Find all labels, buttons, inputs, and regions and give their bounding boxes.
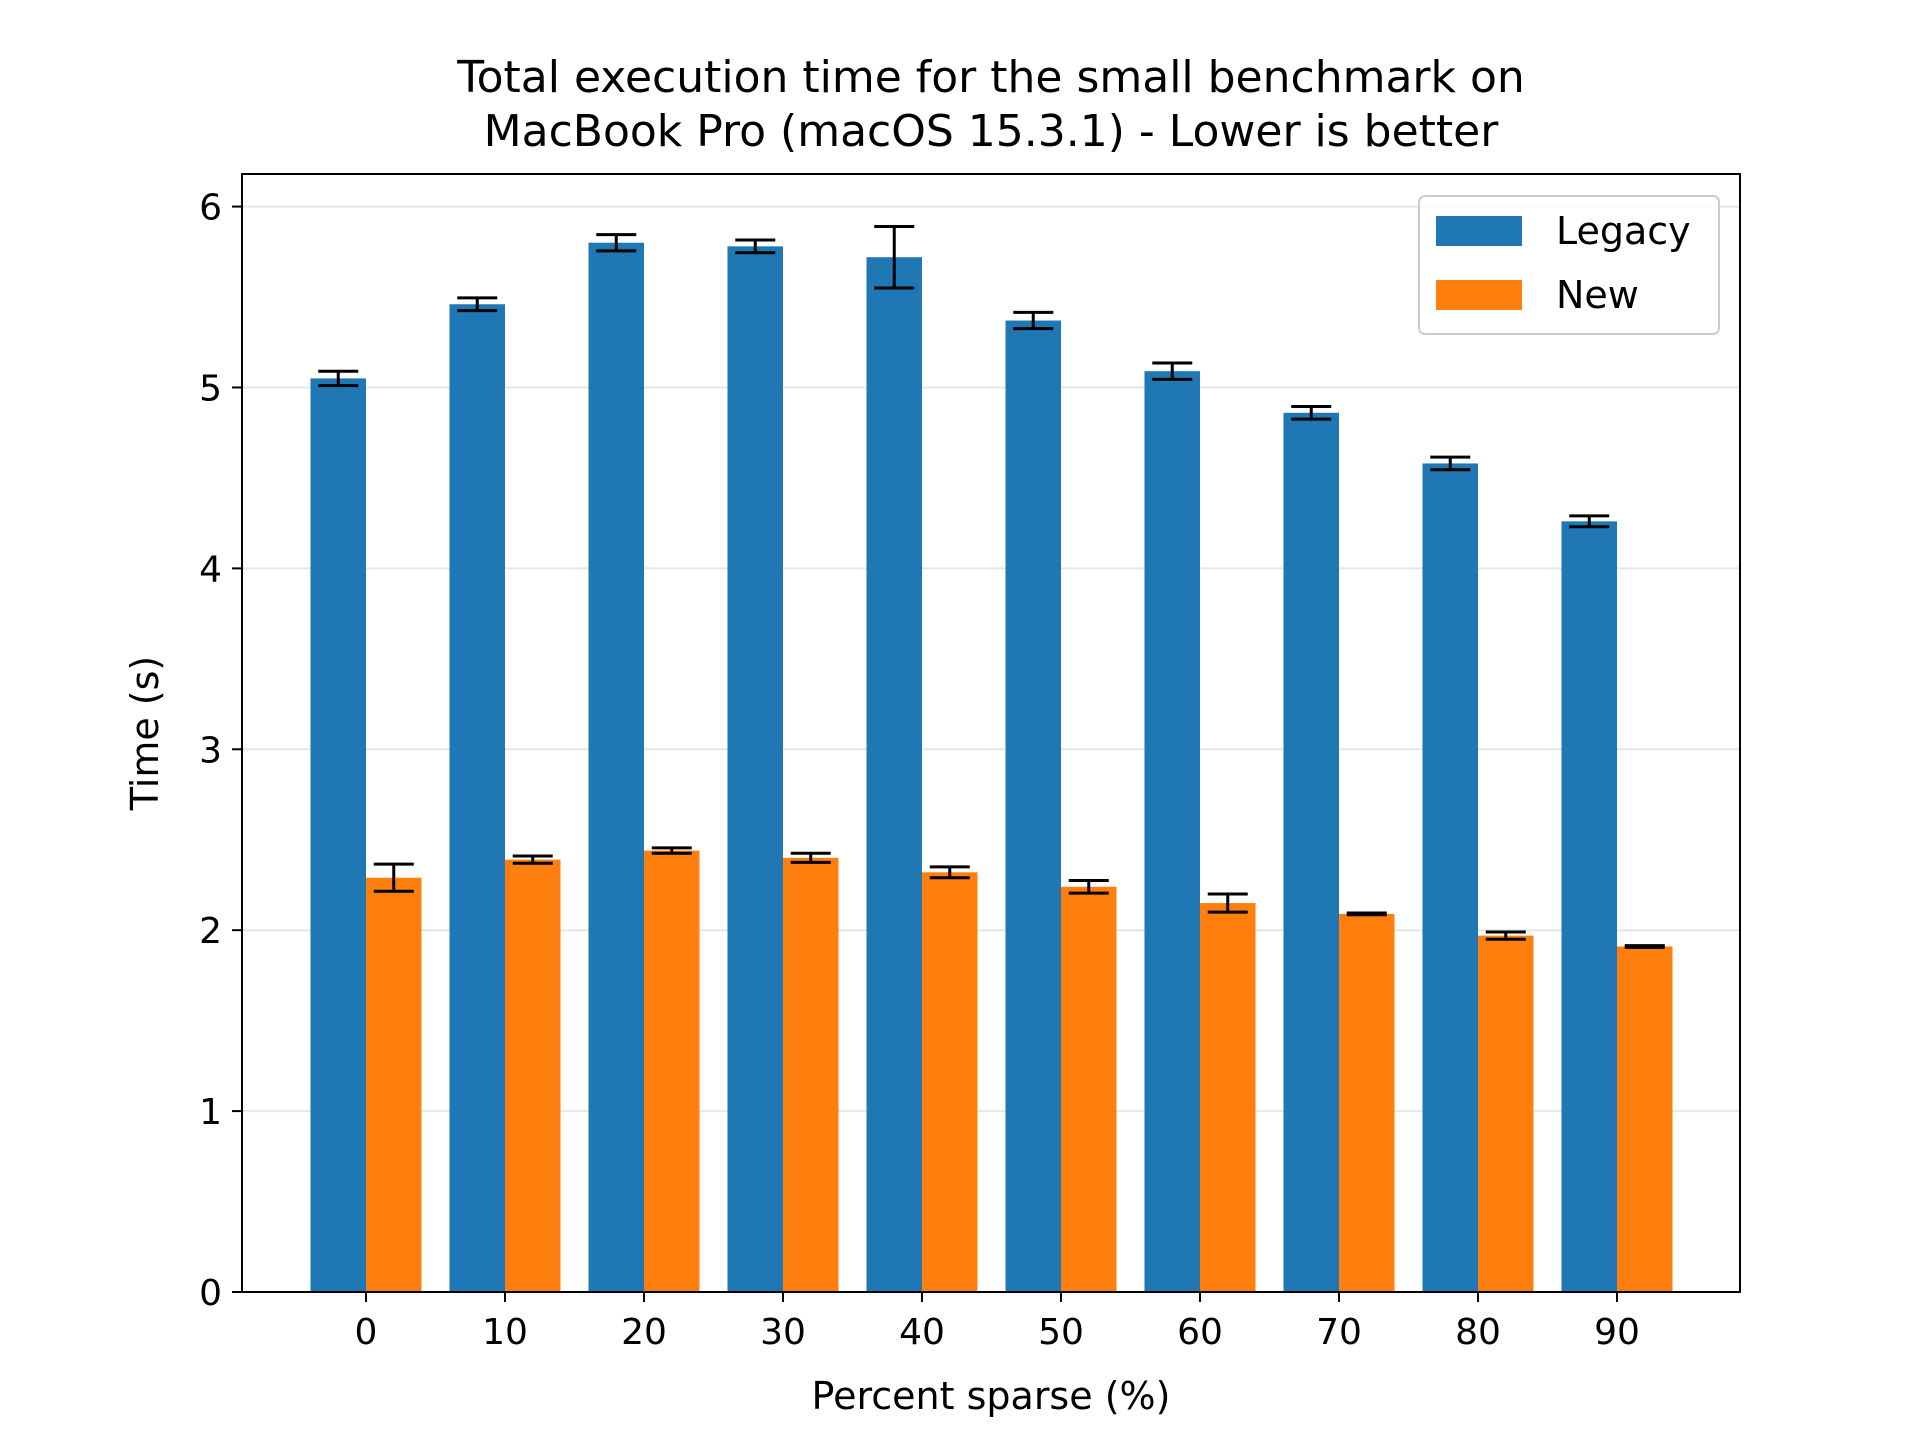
bar-legacy-10 (449, 304, 505, 1292)
y-tick-label: 6 (199, 188, 222, 229)
bar-legacy-40 (866, 257, 922, 1293)
error-bar-new-40 (929, 865, 970, 880)
y-tick-label: 4 (199, 549, 222, 590)
chart-title-line-2: MacBook Pro (macOS 15.3.1) - Lower is be… (484, 106, 1500, 157)
error-bar-legacy-50 (1013, 310, 1054, 331)
error-bar-new-60 (1207, 892, 1248, 914)
x-tick-label: 50 (1038, 1312, 1084, 1353)
chart-title-line-1: Total execution time for the small bench… (456, 52, 1525, 103)
y-tick-label: 1 (199, 1092, 222, 1133)
x-tick-label: 0 (355, 1312, 378, 1353)
x-tick-label: 20 (621, 1312, 667, 1353)
bar-new-20 (644, 850, 700, 1292)
bar-legacy-60 (1144, 371, 1200, 1292)
legend-label-legacy: Legacy (1556, 209, 1691, 253)
bar-new-70 (1339, 913, 1395, 1292)
error-bar-legacy-0 (318, 369, 359, 388)
bar-new-40 (922, 872, 978, 1292)
error-bar-new-20 (651, 846, 692, 855)
y-tick-label: 0 (199, 1273, 222, 1314)
error-bar-legacy-70 (1291, 404, 1332, 421)
y-tick-label: 3 (199, 730, 222, 771)
bar-legacy-80 (1422, 463, 1478, 1292)
x-tick-label: 70 (1316, 1312, 1362, 1353)
error-bar-new-0 (373, 862, 414, 893)
x-tick-label: 80 (1455, 1312, 1501, 1353)
plot-area-frame (241, 173, 1741, 1293)
error-bar-new-80 (1485, 930, 1526, 941)
legend-swatch-legacy (1436, 216, 1522, 246)
bar-legacy-90 (1561, 521, 1617, 1292)
x-axis-ticks: 0 10 20 30 40 50 60 70 80 90 (355, 1292, 1640, 1353)
bar-new-90 (1617, 946, 1673, 1292)
error-bar-new-90 (1624, 944, 1665, 949)
y-tick-label: 2 (199, 911, 222, 952)
bars (310, 242, 1673, 1293)
bar-new-10 (505, 859, 561, 1292)
bar-new-80 (1478, 935, 1534, 1292)
bar-legacy-20 (588, 242, 644, 1292)
y-axis-label: Time (s) (123, 656, 167, 812)
bar-legacy-70 (1283, 412, 1339, 1292)
error-bar-legacy-40 (874, 224, 915, 290)
bar-new-0 (366, 877, 422, 1292)
error-bar-legacy-90 (1569, 514, 1610, 529)
bar-new-30 (783, 857, 839, 1292)
error-bar-legacy-80 (1430, 455, 1471, 472)
x-tick-label: 10 (482, 1312, 528, 1353)
legend-swatch-new (1436, 280, 1522, 310)
legend-label-new: New (1556, 273, 1639, 317)
x-tick-label: 40 (899, 1312, 945, 1353)
y-tick-label: 5 (199, 368, 222, 409)
x-tick-label: 30 (760, 1312, 806, 1353)
error-bar-legacy-60 (1152, 361, 1193, 381)
x-axis-label: Percent sparse (%) (812, 1374, 1171, 1418)
error-bar-legacy-20 (596, 233, 637, 253)
y-axis-ticks: 0 1 2 3 4 5 6 (199, 188, 242, 1314)
bar-new-60 (1200, 903, 1256, 1292)
error-bar-legacy-10 (457, 296, 498, 313)
error-bar-new-30 (790, 851, 831, 864)
x-tick-label: 60 (1177, 1312, 1223, 1353)
error-bar-new-10 (512, 854, 553, 865)
error-bar-legacy-30 (735, 238, 776, 255)
error-bars (318, 224, 1665, 949)
bar-legacy-50 (1005, 320, 1061, 1293)
bar-legacy-0 (310, 378, 366, 1292)
legend: Legacy New (1418, 195, 1720, 335)
x-tick-label: 90 (1594, 1312, 1640, 1353)
bar-legacy-30 (727, 246, 783, 1293)
error-bar-new-50 (1068, 878, 1109, 895)
bar-new-50 (1061, 886, 1117, 1292)
error-bar-new-70 (1346, 911, 1387, 917)
